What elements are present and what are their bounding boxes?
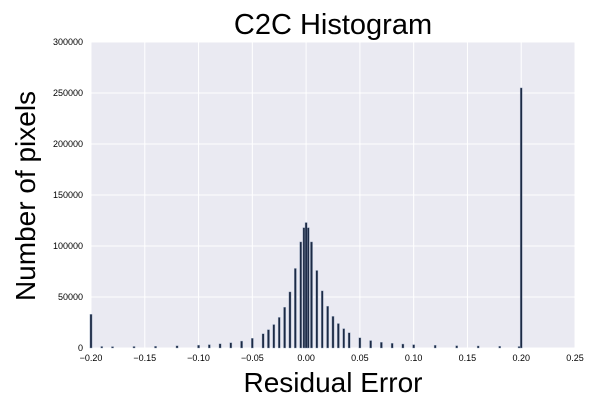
histogram-bar [294, 268, 297, 349]
histogram-bar [261, 333, 265, 349]
chart-title: C2C Histogram [234, 9, 432, 41]
histogram-bar [111, 346, 114, 349]
y-axis-label: Number of pixels [10, 91, 41, 301]
histogram-bar [277, 317, 281, 349]
histogram-bar [433, 345, 437, 349]
histogram-bar [132, 346, 136, 349]
histogram-bar [331, 316, 335, 349]
histogram-bar [229, 342, 233, 349]
x-tick-label: 0.15 [459, 353, 477, 363]
x-tick-label: −0.15 [133, 353, 156, 363]
histogram-bar [310, 241, 313, 349]
histogram-bar [455, 345, 458, 349]
histogram-bar [175, 345, 179, 349]
histogram-bars [89, 87, 523, 349]
histogram-bar [100, 346, 104, 349]
histogram-bar [267, 329, 270, 349]
histogram-bar [519, 87, 523, 349]
histogram-bar [208, 344, 211, 349]
histogram-bar [302, 227, 306, 349]
y-tick-label: 50000 [58, 292, 83, 302]
histogram-bar [283, 307, 286, 349]
histogram-bar [315, 270, 319, 349]
histogram-bar [412, 344, 415, 349]
x-axis-label: Residual Error [244, 367, 423, 398]
histogram-bar [197, 344, 200, 349]
y-tick-label: 300000 [53, 37, 83, 47]
x-tick-labels: −0.20 −0.15 −0.10 −0.05 0.00 0.05 0.10 0.15 0.20… [80, 353, 584, 363]
histogram-bar [304, 222, 308, 349]
histogram-bar [251, 338, 254, 349]
y-tick-labels: 0 50000 100000 150000 200000 250000 300000 [53, 37, 83, 353]
x-tick-label: −0.20 [80, 353, 103, 363]
x-tick-label: 0.10 [405, 353, 423, 363]
histogram-bar [326, 305, 329, 349]
histogram-bar [380, 342, 383, 349]
y-tick-label: 150000 [53, 190, 83, 200]
histogram-bar [240, 340, 243, 349]
histogram-bar [498, 346, 501, 349]
y-tick-label: 250000 [53, 88, 83, 98]
histogram-bar [390, 343, 394, 349]
histogram-bar [299, 241, 303, 349]
x-tick-label: 0.00 [297, 353, 315, 363]
histogram-bar [358, 337, 362, 349]
x-tick-label: −0.05 [241, 353, 264, 363]
histogram-bar [306, 227, 310, 349]
histogram-bar [320, 290, 324, 349]
histogram-bar [154, 346, 157, 349]
histogram-bar [401, 343, 405, 349]
histogram-bar [342, 328, 346, 349]
histogram-bar [288, 291, 292, 349]
x-tick-label: 0.05 [351, 353, 369, 363]
y-tick-label: 200000 [53, 139, 83, 149]
histogram-bar [369, 340, 372, 349]
histogram-bar [218, 343, 222, 349]
histogram-bar [476, 345, 480, 349]
x-tick-label: −0.10 [187, 353, 210, 363]
histogram-bar [517, 346, 521, 349]
y-tick-label: 100000 [53, 241, 83, 251]
y-tick-label: 0 [78, 343, 83, 353]
histogram-bar [89, 314, 93, 349]
histogram-bar [347, 332, 351, 349]
x-tick-label: 0.25 [566, 353, 584, 363]
histogram-bar [337, 323, 340, 349]
histogram-bar [272, 324, 276, 349]
x-tick-label: 0.20 [512, 353, 530, 363]
